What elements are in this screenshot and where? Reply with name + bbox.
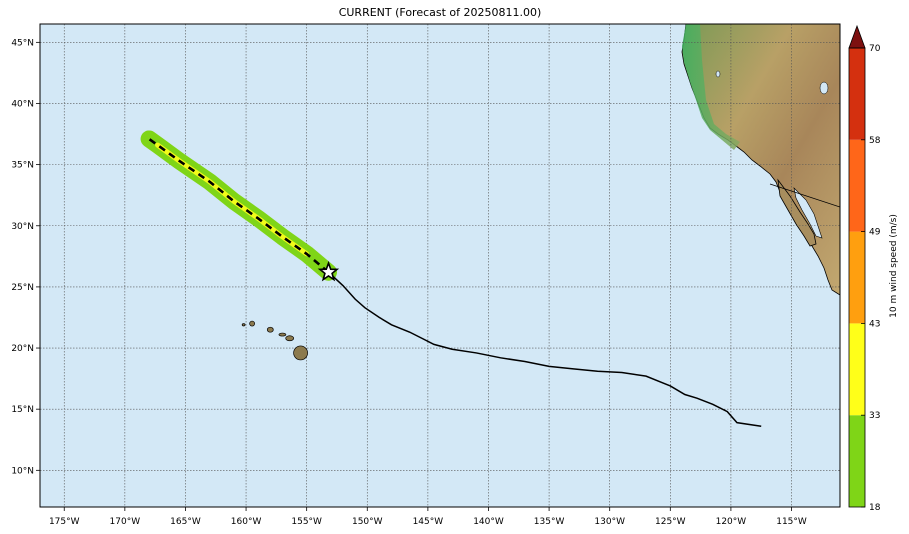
map-title: CURRENT (Forecast of 20250811.00)	[338, 6, 542, 19]
lon-tick-label: 130°W	[594, 517, 625, 527]
lat-tick-label: 30°N	[11, 222, 34, 232]
lake	[715, 70, 721, 78]
colorbar-tick-label: 70	[869, 44, 881, 54]
island-niihau	[241, 323, 246, 327]
lon-tick-label: 125°W	[655, 517, 686, 527]
lat-tick-label: 10°N	[11, 466, 34, 476]
colorbar-segment	[849, 231, 865, 324]
storm-track	[148, 137, 762, 428]
lon-tick-label: 135°W	[534, 517, 565, 527]
island-big-island	[293, 345, 308, 361]
lon-tick-label: 165°W	[170, 517, 201, 527]
colorbar-tick-label: 49	[869, 228, 881, 238]
lon-tick-label: 150°W	[352, 517, 383, 527]
lon-tick-label: 145°W	[413, 517, 444, 527]
lon-tick-label: 160°W	[231, 517, 262, 527]
island-oahu	[266, 326, 274, 333]
colorbar-tick-label: 33	[869, 411, 880, 421]
island-maui	[285, 335, 295, 342]
lat-tick-label: 40°N	[11, 99, 34, 109]
past-track-line	[327, 271, 762, 428]
colorbar-segment	[849, 139, 865, 232]
colorbar-segment	[849, 48, 865, 140]
longitude-ticks: 175°W 170°W 165°W 160°W 155°W 150°W 145°W 140°W…	[49, 507, 807, 527]
colorbar-tick-label: 58	[869, 136, 881, 146]
hawaiian-islands	[241, 320, 308, 361]
lon-tick-label: 120°W	[716, 517, 747, 527]
colorbar-tick-label: 43	[869, 319, 880, 329]
lon-tick-label: 155°W	[291, 517, 322, 527]
lat-tick-label: 35°N	[11, 161, 34, 171]
lon-tick-label: 175°W	[49, 517, 80, 527]
map-frame	[39, 23, 841, 508]
west-coast-lowlands	[682, 24, 740, 150]
great-salt-lake	[819, 81, 829, 95]
colorbar-segment	[849, 323, 865, 416]
forecast-track-line	[148, 137, 330, 274]
baja-california-land	[777, 178, 817, 247]
colorbar-segment	[849, 415, 865, 507]
lat-tick-label: 25°N	[11, 283, 34, 293]
island-molokai	[278, 332, 287, 337]
lat-tick-label: 15°N	[11, 405, 34, 415]
current-position-star-icon	[317, 260, 340, 282]
latitude-ticks: 45°N 40°N 35°N 30°N 25°N 20°N 15°N 10°N	[11, 38, 40, 476]
colorbar-tick-label: 18	[869, 503, 881, 513]
colorbar-label: 10 m wind speed (m/s)	[889, 214, 899, 318]
lon-tick-label: 115°W	[776, 517, 807, 527]
island-kauai	[249, 320, 255, 327]
colorbar-extend-arrow	[848, 24, 866, 49]
lon-tick-label: 170°W	[110, 517, 141, 527]
colorbar: 70 58 49 43 33 18	[848, 24, 881, 513]
lat-tick-label: 20°N	[11, 344, 34, 354]
us-mexico-border	[769, 183, 840, 208]
lon-tick-label: 140°W	[473, 517, 504, 527]
graticule	[40, 24, 840, 507]
lat-tick-label: 45°N	[11, 38, 34, 48]
